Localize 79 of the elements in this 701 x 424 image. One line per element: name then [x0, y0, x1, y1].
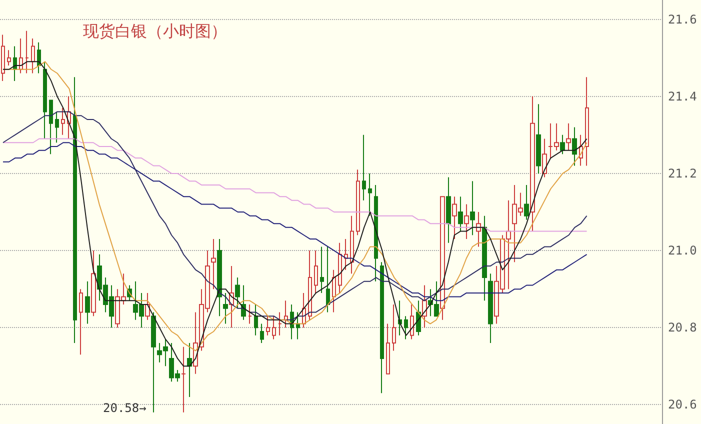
- candlestick: [398, 300, 402, 336]
- candlestick: [314, 250, 318, 294]
- candlestick: [344, 238, 348, 270]
- candlestick: [145, 292, 150, 320]
- line-series: [2, 142, 588, 302]
- candlestick: [458, 196, 463, 232]
- candlestick: [536, 104, 541, 174]
- candlestick: [13, 46, 17, 82]
- candlestick: [542, 138, 547, 178]
- y-tick-label: 21.0: [668, 244, 697, 258]
- candlestick: [25, 30, 29, 74]
- line-series: [2, 111, 588, 320]
- candlestick: [374, 184, 378, 282]
- candlestick: [217, 238, 222, 317]
- candlestick: [320, 246, 324, 294]
- candlestick: [356, 169, 360, 236]
- line-series: [2, 138, 588, 232]
- y-tick-label: 21.2: [668, 166, 697, 180]
- y-tick-label: 21.6: [668, 12, 697, 26]
- candlestick: [530, 96, 535, 232]
- candlestick: [91, 250, 96, 317]
- candlestick: [566, 122, 571, 151]
- candlestick: [61, 107, 65, 136]
- candlestick: [464, 204, 469, 240]
- candlestick: [1, 34, 5, 82]
- candlestick: [278, 312, 282, 336]
- candlestick: [37, 42, 41, 74]
- candlestick: [362, 134, 366, 201]
- y-tick-label: 20.6: [668, 398, 697, 412]
- candlestick: [181, 346, 186, 413]
- candlestick: [585, 76, 589, 166]
- candlestick: [43, 61, 47, 140]
- candlestick: [49, 100, 53, 155]
- annotation: 20.58→: [103, 401, 146, 415]
- candlestick: [73, 76, 77, 344]
- candlestick: [476, 212, 481, 248]
- candlestick: [79, 288, 83, 356]
- candlestick: [452, 196, 457, 240]
- candlestick: [422, 284, 427, 328]
- candlestick: [85, 280, 90, 324]
- candlestick: [284, 300, 288, 328]
- candlestick: [368, 172, 372, 216]
- candlestick: [31, 38, 35, 74]
- candlestick: [248, 304, 252, 324]
- candlestick: [266, 316, 270, 336]
- candlestick: [332, 269, 336, 313]
- candlestick: [488, 273, 493, 344]
- candlestick: [151, 312, 156, 413]
- candlestick: [380, 262, 384, 394]
- candlestick: [7, 50, 11, 66]
- candlestick: [446, 176, 451, 244]
- candlestick: [254, 304, 258, 336]
- candlestick: [440, 196, 445, 320]
- candlestick: [326, 246, 330, 313]
- candlestick: [187, 342, 192, 398]
- candlestick: [229, 265, 234, 328]
- candlestick: [392, 304, 396, 352]
- candlestick: [350, 215, 354, 274]
- y-tick-label: 20.8: [668, 320, 697, 335]
- candlestick: [211, 238, 216, 290]
- text: 现货白银（小时图）: [83, 22, 227, 40]
- candlestick: [55, 111, 59, 144]
- candlestick: [296, 312, 300, 340]
- candlestick: [524, 184, 529, 220]
- candlestick: [404, 316, 408, 340]
- candlestick: [19, 38, 23, 74]
- candlestick: [482, 215, 487, 302]
- candlestick: [560, 134, 565, 155]
- candlestick: [260, 323, 264, 344]
- candlestick: [338, 242, 342, 294]
- candlestick: [272, 316, 276, 340]
- candlestick: [308, 250, 312, 320]
- candlestick: [410, 304, 414, 340]
- y-tick-label: 21.4: [668, 89, 697, 104]
- candlestick: [386, 323, 390, 374]
- candlestick: [572, 126, 577, 166]
- candlestick: [470, 180, 475, 236]
- candlestick: [235, 277, 240, 309]
- candlestick: [223, 292, 228, 324]
